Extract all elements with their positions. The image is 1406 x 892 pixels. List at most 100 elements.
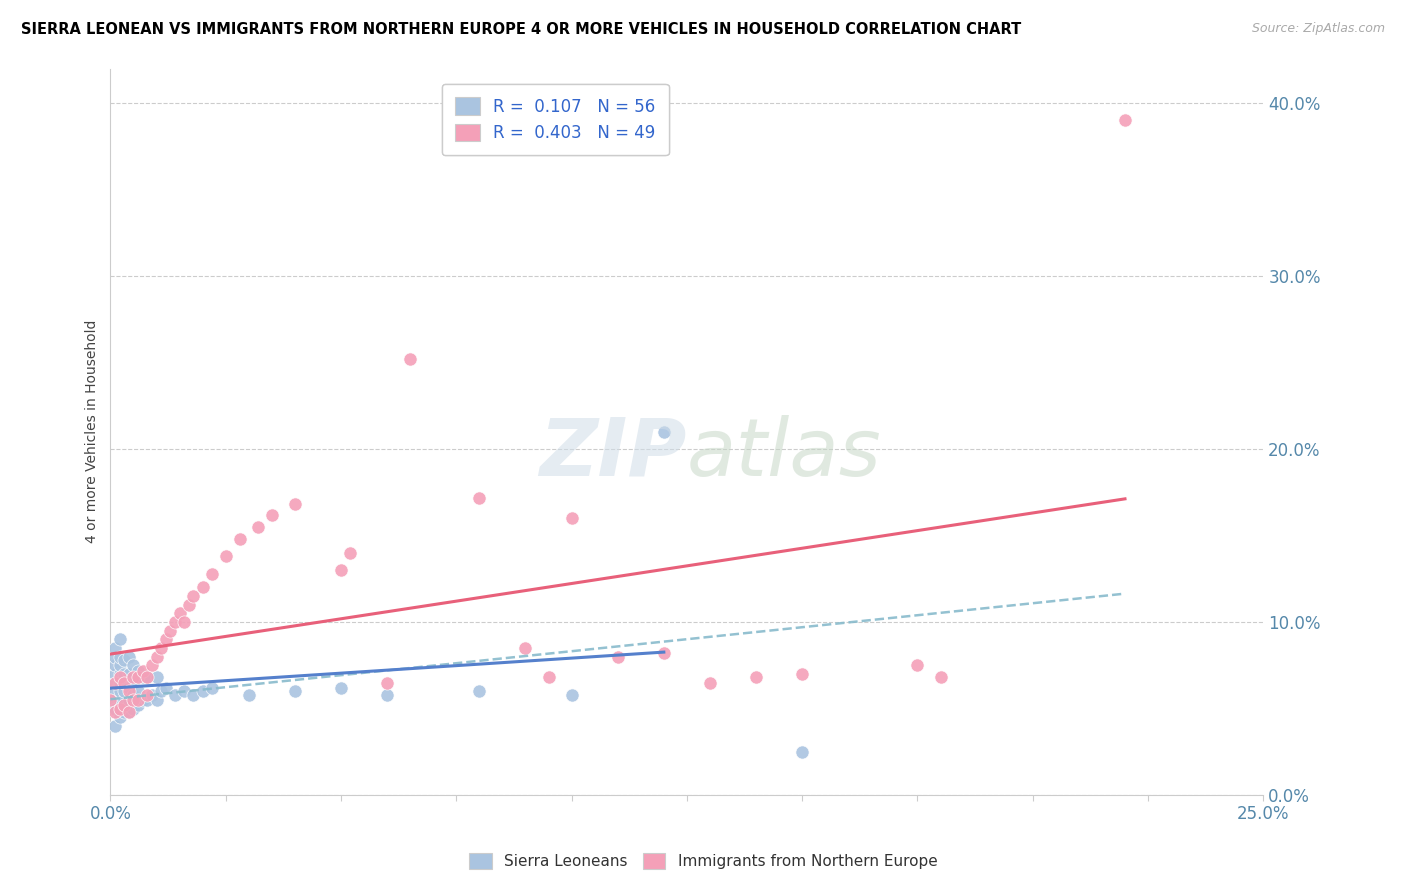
Point <box>104 649 127 664</box>
Point <box>183 589 205 603</box>
Point <box>108 701 131 715</box>
Point <box>792 667 814 681</box>
Point <box>606 649 628 664</box>
Point <box>141 658 163 673</box>
Point <box>792 745 814 759</box>
Point <box>201 681 224 695</box>
Point <box>112 667 135 681</box>
Point <box>112 675 135 690</box>
Point <box>150 640 173 655</box>
Point <box>122 670 145 684</box>
Point <box>330 563 353 577</box>
Point <box>929 670 952 684</box>
Point <box>145 693 167 707</box>
Point <box>118 705 141 719</box>
Point <box>339 546 361 560</box>
Point <box>112 653 135 667</box>
Point <box>108 649 131 664</box>
Point <box>136 670 159 684</box>
Point <box>375 688 398 702</box>
Point <box>118 693 141 707</box>
Legend: Sierra Leoneans, Immigrants from Northern Europe: Sierra Leoneans, Immigrants from Norther… <box>463 847 943 875</box>
Point <box>330 681 353 695</box>
Point <box>127 698 149 712</box>
Point <box>104 719 127 733</box>
Point <box>108 684 131 698</box>
Point <box>173 684 195 698</box>
Point <box>100 675 122 690</box>
Point <box>104 658 127 673</box>
Text: ZIP: ZIP <box>540 415 688 492</box>
Point <box>104 684 127 698</box>
Point <box>127 693 149 707</box>
Point <box>118 705 141 719</box>
Point <box>118 681 141 695</box>
Point <box>122 675 145 690</box>
Point <box>907 658 929 673</box>
Point <box>136 670 159 684</box>
Point <box>131 664 153 678</box>
Point <box>118 649 141 664</box>
Point <box>122 701 145 715</box>
Point <box>112 698 135 712</box>
Point <box>127 684 149 698</box>
Point <box>155 632 177 647</box>
Point <box>122 658 145 673</box>
Point <box>108 667 131 681</box>
Point <box>284 498 307 512</box>
Point <box>131 670 153 684</box>
Point <box>155 681 177 695</box>
Point <box>159 624 181 638</box>
Point <box>122 693 145 707</box>
Point <box>127 670 149 684</box>
Point <box>238 688 260 702</box>
Point <box>145 649 167 664</box>
Point <box>561 511 583 525</box>
Point <box>215 549 238 564</box>
Point <box>699 675 721 690</box>
Point <box>745 670 768 684</box>
Point <box>108 675 131 690</box>
Point <box>112 684 135 698</box>
Point <box>145 670 167 684</box>
Point <box>468 491 491 505</box>
Point <box>122 688 145 702</box>
Point <box>173 615 195 629</box>
Point <box>108 658 131 673</box>
Text: atlas: atlas <box>688 415 882 492</box>
Point <box>537 670 560 684</box>
Point <box>141 688 163 702</box>
Point <box>104 675 127 690</box>
Point <box>108 632 131 647</box>
Point <box>163 615 186 629</box>
Point <box>163 688 186 702</box>
Point <box>169 607 191 621</box>
Point <box>112 705 135 719</box>
Point <box>561 688 583 702</box>
Y-axis label: 4 or more Vehicles in Household: 4 or more Vehicles in Household <box>86 320 100 543</box>
Point <box>183 688 205 702</box>
Point <box>652 646 675 660</box>
Point <box>127 664 149 678</box>
Point <box>100 693 122 707</box>
Point <box>104 667 127 681</box>
Point <box>191 581 214 595</box>
Point <box>284 684 307 698</box>
Point <box>399 352 422 367</box>
Point <box>150 684 173 698</box>
Point <box>108 693 131 707</box>
Point <box>191 684 214 698</box>
Point <box>104 701 127 715</box>
Point <box>136 688 159 702</box>
Legend: R =  0.107   N = 56, R =  0.403   N = 49: R = 0.107 N = 56, R = 0.403 N = 49 <box>441 84 669 155</box>
Point <box>228 532 250 546</box>
Point <box>131 693 153 707</box>
Point <box>201 566 224 581</box>
Text: SIERRA LEONEAN VS IMMIGRANTS FROM NORTHERN EUROPE 4 OR MORE VEHICLES IN HOUSEHOL: SIERRA LEONEAN VS IMMIGRANTS FROM NORTHE… <box>21 22 1021 37</box>
Point <box>246 520 269 534</box>
Point <box>136 693 159 707</box>
Point <box>652 425 675 439</box>
Point <box>515 640 537 655</box>
Point <box>104 640 127 655</box>
Point <box>104 705 127 719</box>
